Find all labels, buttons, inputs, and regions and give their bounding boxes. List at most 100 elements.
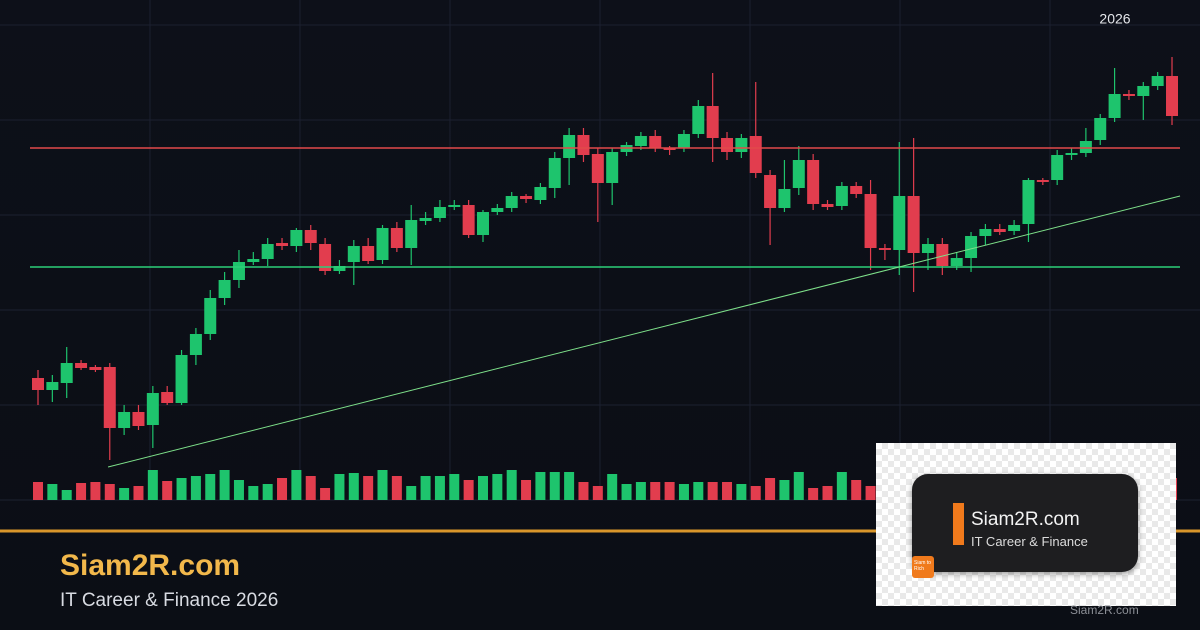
volume-bar <box>47 484 58 500</box>
volume-bar <box>836 472 847 500</box>
candle-body <box>290 230 303 246</box>
volume-bar <box>506 470 517 500</box>
trend-line <box>107 195 1181 468</box>
candle-body <box>46 382 59 390</box>
candle-body <box>606 152 619 183</box>
candle-body <box>907 196 920 253</box>
candle-body <box>563 135 576 158</box>
volume-bar <box>707 482 718 500</box>
volume-bar <box>391 476 402 500</box>
candle-body <box>1022 180 1035 224</box>
candle-body <box>505 196 518 208</box>
candle-body <box>1094 118 1107 140</box>
candle-body <box>864 194 877 248</box>
candle-body <box>778 189 791 208</box>
volume-bar <box>549 472 560 500</box>
volume-bar <box>492 474 503 500</box>
candle-body <box>304 230 317 243</box>
candle-body <box>821 204 834 207</box>
volume-bar <box>592 486 603 500</box>
candle-body <box>146 393 159 425</box>
logo-bar <box>953 503 964 545</box>
candle-body <box>333 266 346 271</box>
volume-bar <box>61 490 72 500</box>
volume-bar <box>564 472 575 500</box>
candle-body <box>634 136 647 146</box>
volume-bar <box>621 484 632 500</box>
candle-body <box>103 367 116 428</box>
candle-body <box>232 262 245 280</box>
volume-bar <box>90 482 101 500</box>
volume-bar <box>277 478 288 500</box>
logo-badge-text: Siam to Rich <box>914 560 931 572</box>
candle-body <box>921 244 934 253</box>
volume-bar <box>233 480 244 500</box>
candle-body <box>204 298 217 334</box>
annotation: 2026 <box>1099 11 1130 27</box>
candle-body <box>979 229 992 236</box>
candle-body <box>577 135 590 155</box>
volume-bar <box>32 482 43 500</box>
candle-body <box>1051 155 1064 180</box>
candle-body <box>591 154 604 183</box>
volume-bar <box>190 476 201 500</box>
candle-body <box>419 218 432 221</box>
volume-bar <box>535 472 546 500</box>
candle-body <box>362 246 375 261</box>
candle-body <box>878 248 891 250</box>
candle-body <box>118 412 131 428</box>
candle-body <box>60 363 73 383</box>
candle-body <box>75 363 88 368</box>
volume-bar <box>147 470 158 500</box>
volume-bar <box>133 486 144 500</box>
candle-body <box>950 258 963 266</box>
volume-bar <box>793 472 804 500</box>
candle-body <box>534 187 547 200</box>
volume-bar <box>650 482 661 500</box>
candle-body <box>448 205 461 207</box>
logo-card: Siam2R.com IT Career & Finance Siam to R… <box>876 443 1176 606</box>
candle-body <box>807 160 820 204</box>
volume-bar <box>635 482 646 500</box>
candle-body <box>965 236 978 258</box>
volume-bar <box>305 476 316 500</box>
volume-bar <box>76 483 87 500</box>
candle-body <box>692 106 705 134</box>
volume-bar <box>420 476 431 500</box>
volume-bar <box>477 476 488 500</box>
candle-body <box>936 244 949 266</box>
candle-body <box>749 136 762 173</box>
brand-subtitle: IT Career & Finance 2026 <box>60 590 279 611</box>
candle-body <box>1008 225 1021 231</box>
volume-bar <box>406 486 417 500</box>
volume-bar <box>176 478 187 500</box>
volume-bar <box>607 474 618 500</box>
candle-body <box>1137 86 1150 96</box>
volume-bar <box>865 486 876 500</box>
volume-bar <box>463 480 474 500</box>
candle-body <box>218 280 231 298</box>
volume-bar <box>521 480 532 500</box>
candle-body <box>792 160 805 188</box>
candle-body <box>1166 76 1179 116</box>
candle-body <box>319 244 332 271</box>
volume-bar <box>334 474 345 500</box>
volume-bar <box>377 470 388 500</box>
volume-bar <box>434 476 445 500</box>
volume-bar <box>736 484 747 500</box>
candle-body <box>491 208 504 212</box>
volume-bar <box>693 482 704 500</box>
logo-title: Siam2R.com <box>971 509 1080 530</box>
candle-body <box>735 138 748 152</box>
logo-badge: Siam to Rich <box>912 556 934 578</box>
candle-body <box>132 412 145 426</box>
candle-body <box>390 228 403 248</box>
volume-bar <box>449 474 460 500</box>
volume-bar <box>248 486 259 500</box>
brand-title: Siam2R.com <box>60 549 241 582</box>
volume-bar <box>664 482 675 500</box>
candle-body <box>706 106 719 138</box>
volume-bar <box>320 488 331 500</box>
watermark: Siam2R.com <box>1070 603 1139 617</box>
